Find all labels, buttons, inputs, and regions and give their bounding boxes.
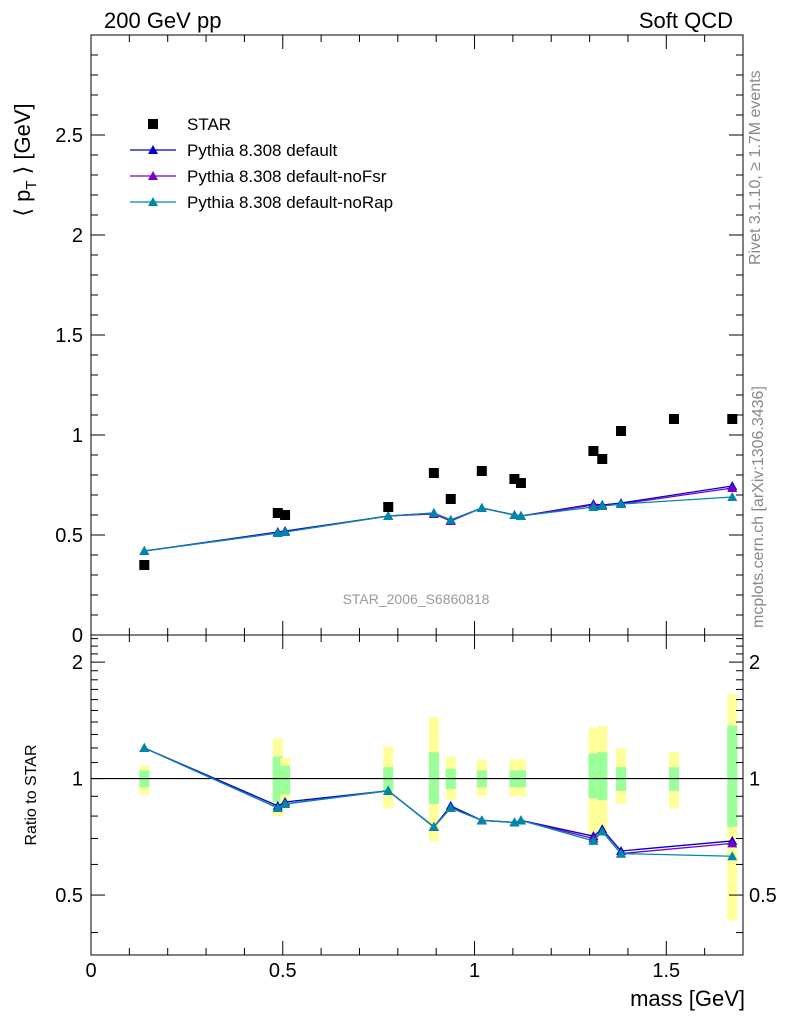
data-point: [515, 478, 526, 488]
ratio-series-marker: [139, 742, 150, 752]
series-marker: [588, 502, 599, 511]
legend-label: Pythia 8.308 default-noRap: [187, 193, 393, 212]
legend-label: Pythia 8.308 default: [187, 141, 338, 160]
header-left: 200 GeV pp: [104, 8, 221, 33]
data-point: [383, 502, 394, 512]
x-tick-label: 0.5: [269, 960, 297, 982]
ratio-y-tick-label-right: 0.5: [749, 885, 777, 907]
analysis-watermark: STAR_2006_S6860818: [343, 591, 490, 607]
data-series-star: [139, 414, 738, 570]
legend-marker: [148, 197, 158, 206]
legend-item: Pythia 8.308 default: [130, 141, 338, 160]
ratio-y-axis-label: Ratio to STAR: [23, 744, 40, 845]
ratio-series-marker: [727, 851, 738, 861]
data-point: [428, 468, 439, 478]
series-marker: [445, 515, 456, 524]
series-line: [144, 496, 733, 552]
ratio-frame: [90, 634, 744, 956]
data-point: [616, 426, 627, 436]
series-marker: [139, 546, 150, 555]
ratio-y-tick-label-right: 2: [749, 652, 760, 674]
legend-item: Pythia 8.308 default-noFsr: [130, 167, 387, 186]
ratio-series-2: [139, 742, 738, 861]
x-tick-label: 0: [85, 960, 96, 982]
ratio-series-marker: [515, 815, 526, 825]
header-right: Soft QCD: [639, 8, 733, 33]
svg-text:⟨ pT ⟩ [GeV]: ⟨ pT ⟩ [GeV]: [10, 103, 40, 216]
uncertainty-band-inner: [588, 753, 599, 799]
data-point: [509, 474, 520, 484]
ratio-series-marker: [616, 848, 627, 858]
data-point: [597, 454, 608, 464]
y-tick-label: 1.5: [55, 325, 83, 347]
data-point: [272, 508, 283, 518]
uncertainty-band-inner: [272, 756, 283, 802]
legend-marker: [148, 171, 158, 180]
series-marker: [509, 510, 520, 519]
data-point: [727, 414, 738, 424]
legend-label: STAR: [187, 115, 231, 134]
main-y-axis-label: ⟨ pT ⟩ [GeV]: [10, 103, 40, 216]
data-point: [588, 446, 599, 456]
series-marker: [515, 511, 526, 520]
series-marker: [597, 501, 608, 510]
ratio-series-marker: [280, 798, 291, 808]
data-point: [668, 414, 679, 424]
ratio-series-marker: [476, 815, 487, 825]
series-2: [139, 492, 738, 555]
series-marker: [428, 508, 439, 517]
ratio-series-marker: [727, 838, 738, 848]
series-marker: [616, 499, 627, 508]
data-point: [139, 560, 150, 570]
series-marker: [272, 528, 283, 537]
series-1: [139, 483, 738, 555]
ratio-y-tick-label: 2: [72, 652, 83, 674]
ratio-series-marker: [272, 802, 283, 812]
y-tick-label: 1: [72, 425, 83, 447]
y-tick-label: 0: [72, 625, 83, 647]
legend: STAR Pythia 8.308 default Pythia 8.308 def…: [130, 115, 393, 212]
y-tick-label: 2: [72, 225, 83, 247]
ratio-y-tick-label: 1: [72, 769, 83, 791]
ratio-series-marker: [445, 802, 456, 812]
series-line: [144, 487, 733, 552]
ratio-series-marker: [597, 826, 608, 836]
legend-marker: [148, 119, 158, 129]
x-tick-label: 1: [469, 960, 480, 982]
data-point: [280, 510, 291, 520]
rivet-label: Rivet 3.1.10, ≥ 1.7M events: [747, 70, 764, 265]
ratio-series-marker: [383, 785, 394, 795]
uncertainty-band-inner: [727, 725, 738, 827]
main-plot: 0 0.5 1 1.5 2 2.5: [55, 34, 744, 647]
series-marker: [727, 483, 738, 492]
ratio-plot: 0.5 0.5 1 1 2 2 0 0.5 1 1.5: [55, 634, 777, 982]
legend-item: Pythia 8.308 default-noRap: [130, 193, 393, 212]
data-point: [445, 494, 456, 504]
legend-item: STAR: [148, 115, 231, 134]
uncertainty-band-inner: [280, 765, 291, 795]
series-line: [144, 485, 733, 552]
mcplots-label: mcplots.cern.ch [arXiv:1306.3436]: [750, 386, 767, 628]
ratio-series-marker: [588, 835, 599, 845]
y-tick-label: 2.5: [55, 125, 83, 147]
series-marker: [727, 492, 738, 501]
ratio-y-tick-label: 0.5: [55, 885, 83, 907]
uncertainty-band-inner: [597, 752, 608, 801]
x-axis-label: mass [GeV]: [630, 986, 745, 1011]
legend-marker: [148, 145, 158, 154]
series-marker: [280, 527, 291, 536]
y-tick-label: 0.5: [55, 525, 83, 547]
x-tick-label: 1.5: [652, 960, 680, 982]
ratio-series-marker: [428, 821, 439, 831]
series-marker: [383, 511, 394, 520]
ratio-y-tick-label-right: 1: [749, 769, 760, 791]
legend-label: Pythia 8.308 default-noFsr: [187, 167, 387, 186]
series-marker: [476, 503, 487, 512]
data-point: [476, 466, 487, 476]
